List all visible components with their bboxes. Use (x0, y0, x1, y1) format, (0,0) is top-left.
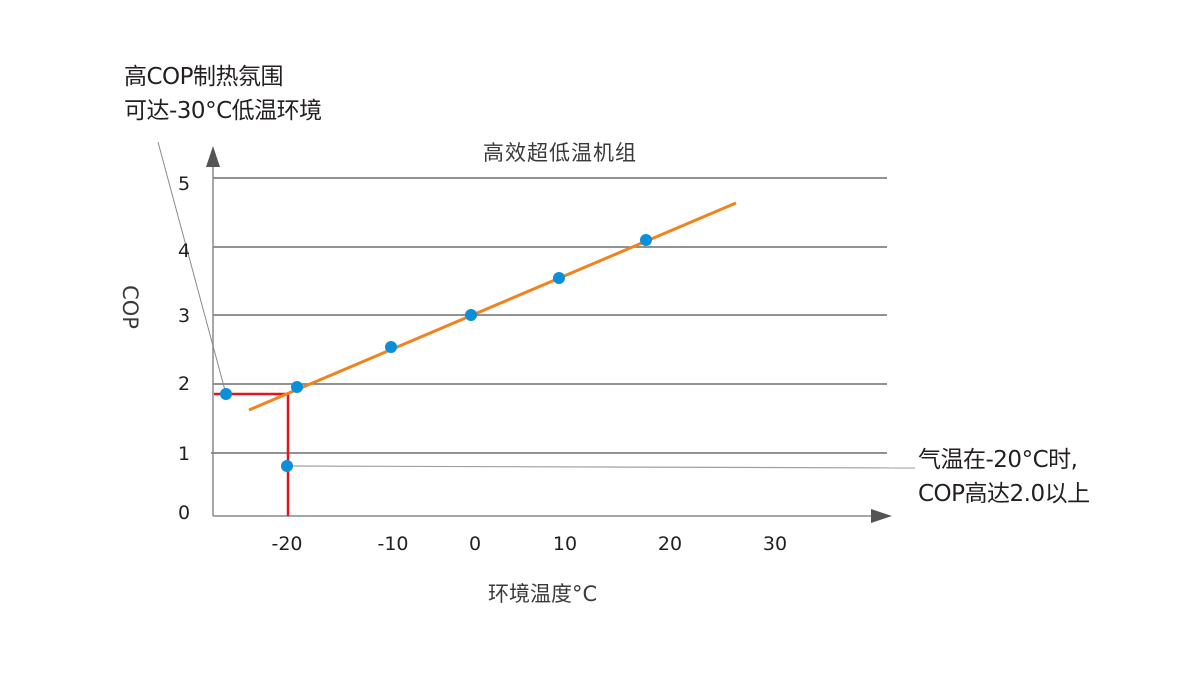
y-tick-4: 4 (177, 240, 191, 262)
data-point-neg30 (220, 388, 232, 400)
x-tick-20: 20 (657, 533, 683, 555)
data-point-10 (553, 272, 565, 284)
x-tick-10: 10 (552, 533, 578, 555)
y-tick-0: 0 (177, 502, 191, 524)
annotation-bottom-right: 气温在-20°C时, COP高达2.0以上 (918, 443, 1090, 511)
guide-lines (214, 392, 290, 516)
x-axis-arrow-icon (871, 509, 892, 523)
data-point-neg19 (291, 381, 303, 393)
annotation-top-left: 高COP制热氛围 可达-30°C低温环境 (124, 60, 322, 128)
y-tick-5: 5 (177, 173, 191, 195)
annotation-pointer-top-left (157, 141, 227, 395)
x-tick-30: 30 (762, 533, 788, 555)
x-tick-neg20: -20 (271, 533, 303, 555)
annotation-bottom-right-line1: 气温在-20°C时, (918, 447, 1078, 473)
cop-trend-line (248, 201, 737, 412)
x-axis-label: 环境温度°C (488, 582, 598, 606)
data-point-18 (640, 234, 652, 246)
annotation-pointer-bottom-right (286, 465, 916, 469)
data-point-neg10 (385, 341, 397, 353)
annotation-top-left-line1: 高COP制热氛围 (124, 64, 284, 90)
y-tick-2: 2 (177, 373, 191, 395)
y-tick-1: 1 (177, 443, 191, 465)
chart-title: 高效超低温机组 (483, 141, 637, 165)
data-point-neg20-pointer (281, 460, 293, 472)
y-axis-arrow-icon (206, 146, 220, 167)
y-axis-label: COP (117, 285, 142, 329)
annotation-top-left-line2: 可达-30°C低温环境 (124, 98, 322, 124)
y-tick-3: 3 (177, 305, 191, 327)
annotation-bottom-right-line2: COP高达2.0以上 (918, 481, 1090, 507)
data-point-0 (465, 309, 477, 321)
x-tick-0: 0 (468, 533, 482, 555)
gridlines (211, 177, 887, 454)
x-tick-neg10: -10 (377, 533, 409, 555)
data-points (220, 234, 652, 472)
